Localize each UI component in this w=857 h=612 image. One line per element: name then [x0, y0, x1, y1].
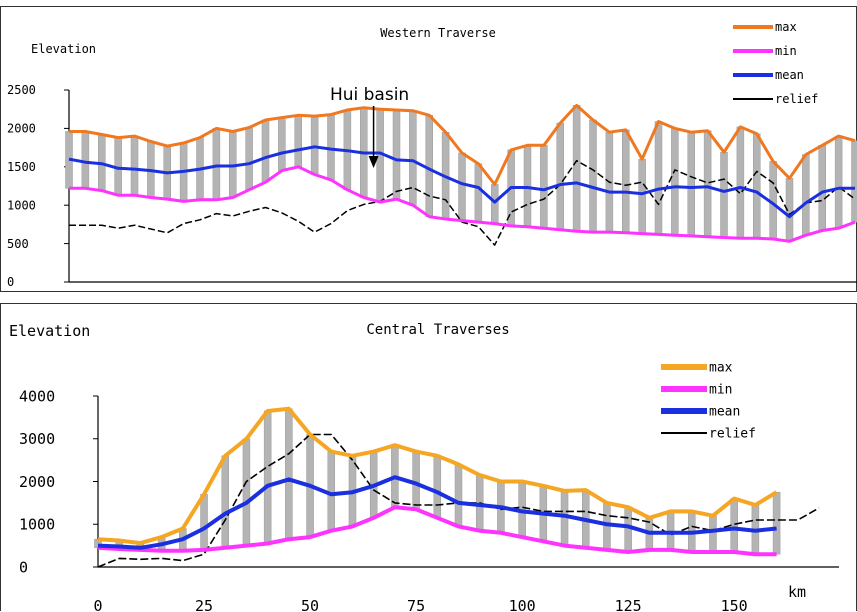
y-tick-label: 2500 — [7, 83, 36, 97]
y-axis-label: Elevation — [9, 322, 90, 340]
range-bar — [557, 123, 564, 230]
x-tick-label: 100 — [509, 597, 536, 612]
range-bar — [393, 110, 400, 199]
legend-mean-label: mean — [709, 405, 740, 420]
range-bar — [222, 456, 229, 548]
range-bar — [328, 115, 335, 180]
range-bar — [802, 155, 809, 236]
range-bar — [852, 141, 857, 222]
range-bar — [709, 516, 716, 552]
y-tick-label: 1000 — [7, 198, 36, 212]
range-bar — [459, 153, 466, 221]
y-tick-label: 1500 — [7, 160, 36, 174]
central-traverses-chart: Central TraversesElevation01000200030004… — [1, 304, 857, 612]
range-bar — [246, 128, 253, 190]
range-bar — [328, 452, 335, 531]
range-bar — [295, 115, 302, 166]
range-bar — [264, 411, 271, 544]
x-tick-label: 75 — [407, 597, 425, 612]
legend-relief-label: relief — [709, 427, 756, 442]
y-tick-label: 0 — [7, 275, 14, 289]
range-bar — [622, 130, 629, 233]
range-bar — [409, 111, 416, 205]
range-bar — [704, 131, 711, 237]
range-bar — [835, 136, 842, 228]
range-bar — [201, 494, 208, 550]
range-bar — [131, 136, 138, 195]
range-bar — [82, 131, 89, 188]
range-bar — [278, 118, 285, 171]
legend-min-label: min — [775, 44, 797, 58]
range-bar — [688, 132, 695, 236]
x-tick-label: 0 — [93, 597, 102, 612]
range-bar — [671, 128, 678, 235]
range-bar — [413, 452, 420, 510]
range-bar — [625, 507, 632, 552]
y-tick-label: 3000 — [19, 430, 55, 448]
y-axis-label: Elevation — [31, 42, 96, 56]
x-axis-unit: km — [788, 583, 806, 601]
range-bar — [455, 464, 462, 526]
range-bar — [731, 499, 738, 552]
legend-relief-label: relief — [775, 92, 818, 106]
legend-max-label: max — [775, 20, 797, 34]
range-bar — [773, 492, 780, 554]
range-bar — [655, 121, 662, 234]
range-bar — [540, 145, 547, 228]
range-bar — [561, 491, 568, 546]
legend-max-label: max — [709, 361, 733, 376]
range-bar — [737, 127, 744, 238]
range-bar — [491, 184, 498, 223]
western-traverse-chart: Western Traverse Elevation 0 500 1000 1500 200… — [1, 7, 857, 293]
y-tick-label: 1000 — [19, 516, 55, 534]
range-bar — [262, 120, 269, 182]
range-bar — [667, 511, 674, 549]
western-traverse-panel: Western Traverse Elevation 0 500 1000 1500 200… — [0, 6, 857, 292]
x-tick-label: 50 — [301, 597, 319, 612]
range-bar — [434, 456, 441, 518]
legend-min-label: min — [709, 383, 732, 398]
range-bar — [475, 164, 482, 222]
y-tick-label: 0 — [19, 558, 28, 576]
range-bar — [426, 115, 433, 216]
chart-title: Western Traverse — [380, 26, 496, 40]
range-bar — [753, 134, 760, 238]
range-bar — [819, 145, 826, 230]
legend-mean-label: mean — [775, 68, 804, 82]
range-bar — [311, 116, 318, 174]
y-tick-label: 500 — [7, 237, 29, 251]
x-tick-label: 125 — [615, 597, 642, 612]
x-tick-label: 25 — [195, 597, 213, 612]
range-bar — [573, 105, 580, 231]
chart-title: Central Traverses — [366, 322, 509, 338]
range-bar — [213, 128, 220, 199]
y-tick-label: 4000 — [19, 387, 55, 405]
y-tick-label: 2000 — [7, 122, 36, 136]
range-bar — [285, 409, 292, 539]
range-bar — [721, 152, 728, 237]
range-bar — [590, 120, 597, 232]
x-tick-label: 150 — [721, 597, 748, 612]
range-bar — [639, 159, 646, 233]
annotation-label: Hui basin — [330, 85, 409, 105]
range-bar — [243, 439, 250, 546]
y-tick-label: 2000 — [19, 473, 55, 491]
